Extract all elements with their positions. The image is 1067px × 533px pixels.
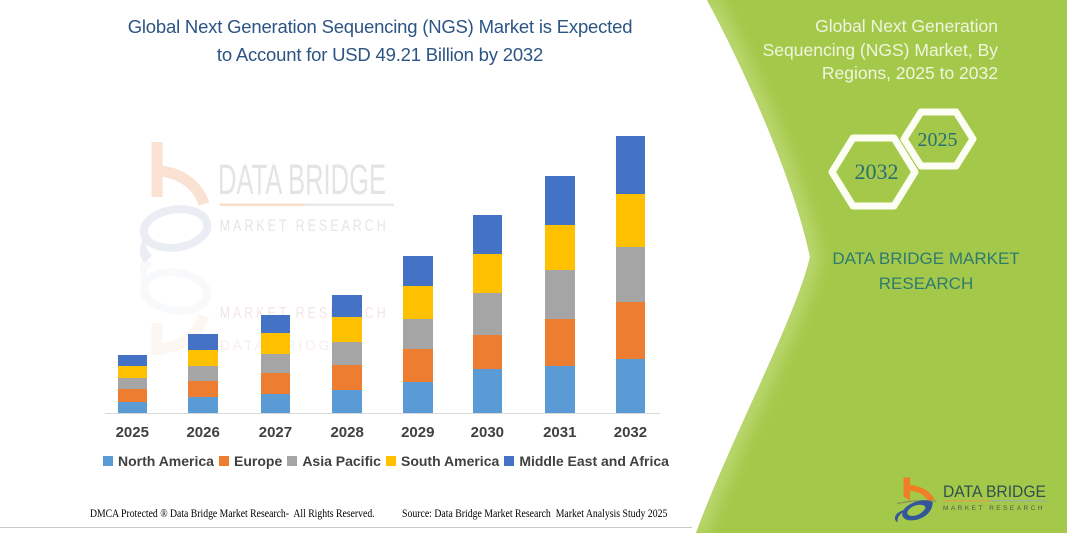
svg-text:DATA BRIDGE: DATA BRIDGE — [218, 156, 386, 204]
svg-text:DATA BRIDGE: DATA BRIDGE — [943, 482, 1046, 501]
svg-text:MARKET RESEARCH: MARKET RESEARCH — [943, 505, 1045, 512]
svg-text:2032: 2032 — [855, 159, 899, 184]
svg-text:MARKET RESEARCH: MARKET RESEARCH — [220, 305, 389, 322]
svg-text:2025: 2025 — [918, 129, 958, 151]
svg-text:MARKET RESEARCH: MARKET RESEARCH — [220, 216, 389, 235]
